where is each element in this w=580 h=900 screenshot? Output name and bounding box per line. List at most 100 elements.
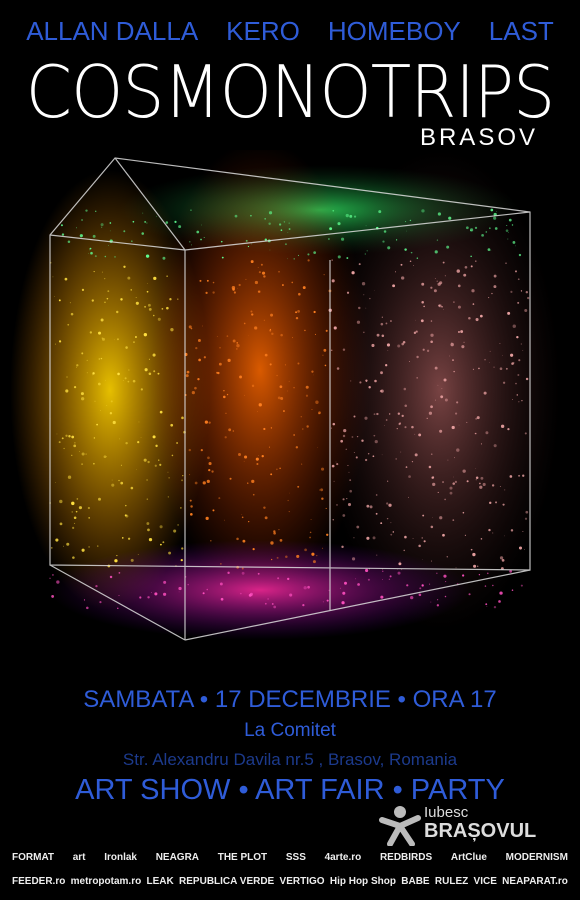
- star: [432, 517, 433, 519]
- star: [442, 481, 444, 483]
- star: [91, 299, 94, 302]
- star: [330, 349, 333, 351]
- star: [93, 437, 96, 439]
- star: [304, 329, 306, 332]
- star: [250, 214, 252, 217]
- star: [504, 535, 505, 537]
- star: [328, 238, 330, 240]
- star: [289, 492, 291, 494]
- star: [386, 517, 389, 520]
- star: [297, 485, 300, 488]
- sponsor-logo: RULEZ: [434, 876, 469, 887]
- star: [194, 481, 198, 485]
- star: [264, 218, 266, 220]
- star: [475, 476, 479, 479]
- star: [517, 373, 520, 376]
- star: [364, 253, 366, 255]
- star: [196, 230, 200, 234]
- star: [72, 556, 75, 559]
- sponsor-logo: NEAGRA: [155, 852, 200, 863]
- program: ART SHOW • ART FAIR • PARTY: [75, 774, 505, 806]
- star: [351, 436, 354, 438]
- star: [235, 348, 238, 350]
- star: [233, 291, 236, 294]
- star: [127, 380, 130, 383]
- star: [493, 216, 497, 220]
- star: [203, 356, 206, 359]
- star: [347, 502, 352, 507]
- star: [260, 263, 263, 266]
- sponsor-logo: art: [72, 852, 86, 863]
- date-line: SAMBATA • 17 DECEMBRIE • ORA 17: [83, 686, 497, 713]
- star: [258, 455, 260, 456]
- star: [159, 525, 163, 529]
- star: [349, 489, 352, 493]
- star: [316, 554, 318, 557]
- star: [322, 354, 324, 356]
- badge-line1: Iubesc: [424, 804, 469, 821]
- star: [201, 325, 203, 327]
- star: [251, 313, 254, 316]
- star: [223, 395, 226, 399]
- star: [510, 529, 514, 532]
- star: [273, 531, 276, 535]
- star: [130, 289, 132, 291]
- star: [320, 467, 325, 471]
- star: [65, 389, 69, 393]
- star: [446, 556, 448, 558]
- star: [447, 459, 449, 461]
- star: [436, 280, 438, 282]
- star: [273, 605, 277, 609]
- star: [489, 227, 491, 229]
- star: [363, 331, 365, 334]
- star: [100, 223, 104, 227]
- star: [124, 514, 127, 517]
- star: [98, 331, 102, 335]
- star: [511, 224, 514, 226]
- star: [411, 461, 414, 463]
- star: [280, 229, 283, 231]
- star: [387, 350, 389, 352]
- star: [475, 418, 477, 420]
- star: [116, 555, 118, 557]
- star: [430, 333, 434, 337]
- star: [232, 339, 236, 343]
- star: [242, 539, 246, 543]
- sponsor-logo: VERTIGO: [279, 876, 325, 887]
- star: [109, 222, 112, 224]
- star: [118, 595, 120, 597]
- star: [118, 479, 120, 482]
- star: [483, 391, 487, 395]
- star: [197, 377, 200, 381]
- star: [421, 209, 425, 213]
- star: [307, 253, 310, 256]
- star: [109, 575, 113, 579]
- star: [330, 427, 332, 429]
- star: [92, 234, 96, 238]
- star: [358, 263, 361, 266]
- star: [198, 358, 201, 362]
- star: [340, 237, 345, 241]
- star: [75, 227, 77, 229]
- star: [407, 496, 410, 498]
- star: [109, 230, 111, 232]
- star: [489, 501, 492, 505]
- star: [208, 469, 211, 472]
- star: [181, 416, 184, 420]
- star: [280, 333, 283, 337]
- star: [189, 241, 191, 243]
- star: [287, 499, 289, 502]
- address: Str. Alexandru Davila nr.5 , Brasov, Rom…: [122, 750, 458, 769]
- star: [364, 458, 368, 462]
- star: [238, 452, 241, 456]
- star: [187, 583, 189, 586]
- star: [471, 289, 475, 293]
- star: [365, 307, 367, 309]
- star: [202, 592, 205, 595]
- star: [63, 447, 65, 450]
- star: [518, 401, 520, 403]
- star: [130, 486, 134, 490]
- star: [292, 337, 294, 339]
- star: [163, 592, 167, 596]
- star: [422, 559, 423, 560]
